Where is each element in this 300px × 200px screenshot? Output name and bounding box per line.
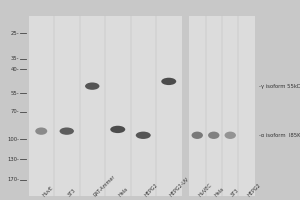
Ellipse shape [35,127,47,135]
Text: Hela: Hela [118,187,129,198]
Ellipse shape [85,82,100,90]
Text: 40-: 40- [11,67,19,72]
Ellipse shape [136,132,151,139]
Text: 35-: 35- [11,56,19,61]
Text: 55-: 55- [11,91,19,96]
Text: -γ isoform 55kD: -γ isoform 55kD [259,84,300,89]
Text: 130-: 130- [7,157,19,162]
Text: HEPG2: HEPG2 [247,183,262,198]
Ellipse shape [224,132,236,139]
Text: 3T3: 3T3 [67,188,77,198]
Ellipse shape [110,126,125,133]
Ellipse shape [192,132,203,139]
Text: RAT-Ammer: RAT-Ammer [92,174,116,198]
Text: 100-: 100- [7,137,19,142]
Ellipse shape [59,127,74,135]
Text: HuVEC: HuVEC [197,183,213,198]
Text: HEPG2: HEPG2 [143,183,158,198]
Text: 3T3: 3T3 [230,188,240,198]
Text: HuvE: HuvE [41,185,54,198]
Bar [189,16,255,196]
Text: 70-: 70- [11,109,19,114]
Text: HEPG2-UV: HEPG2-UV [169,177,190,198]
Text: 25-: 25- [11,31,19,36]
Ellipse shape [161,78,176,85]
Ellipse shape [208,132,220,139]
Text: Hela: Hela [214,187,225,198]
Bar [28,16,182,196]
Text: -α isoform  l85KD: -α isoform l85KD [259,133,300,138]
Text: 170-: 170- [7,177,19,182]
